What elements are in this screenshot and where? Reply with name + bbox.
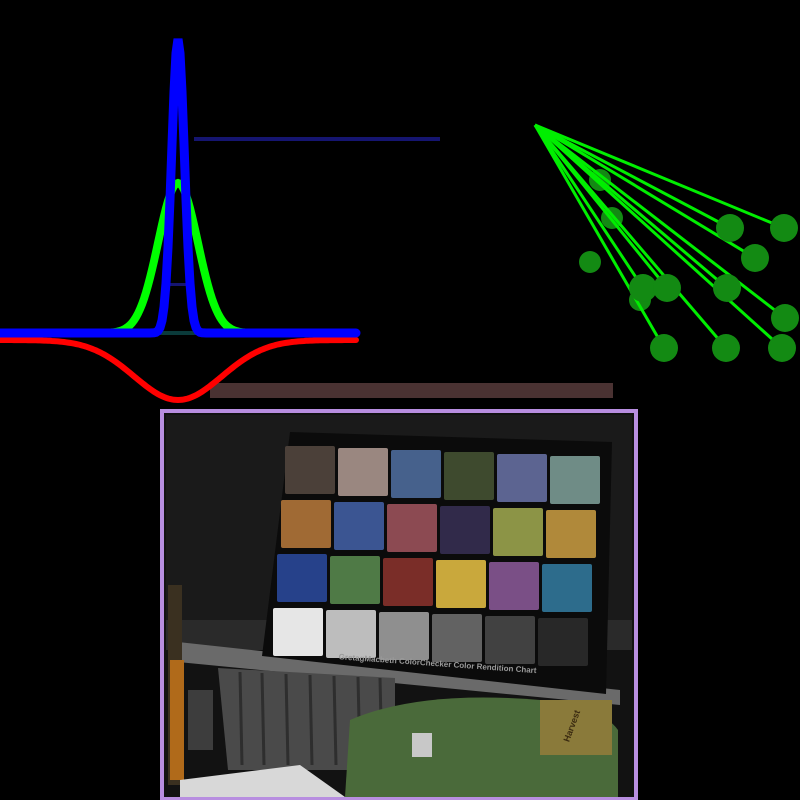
checker-patch <box>338 448 388 496</box>
brown-bar <box>210 383 613 398</box>
checker-patch <box>277 554 327 602</box>
fan-blob <box>579 251 601 273</box>
fan-dot <box>741 244 769 272</box>
checker-patch <box>444 452 494 500</box>
checker-patch <box>281 500 331 548</box>
checker-patch <box>485 616 535 664</box>
fan-dot <box>653 274 681 302</box>
photo-frame <box>160 409 638 800</box>
fan-dot <box>716 214 744 242</box>
checker-patch <box>330 556 380 604</box>
checker-patch <box>285 446 335 494</box>
fan-line <box>534 123 756 260</box>
fan-line <box>534 123 731 230</box>
fan-line <box>533 124 728 349</box>
bag-label <box>540 700 612 755</box>
checker-patch <box>383 558 433 606</box>
checker-patch <box>391 450 441 498</box>
checker-patch <box>489 562 539 610</box>
checker-patch <box>326 610 376 658</box>
fan-line <box>534 123 786 320</box>
checker-patch <box>550 456 600 504</box>
small-jar <box>188 690 213 750</box>
checker-patch <box>334 502 384 550</box>
checker-patch <box>273 608 323 656</box>
fan-line <box>533 124 666 349</box>
color-checker-card: GretagMacbeth ColorChecker Color Renditi… <box>262 432 612 694</box>
curves <box>0 38 361 404</box>
blue-small-mark <box>168 283 192 286</box>
checker-patch-grid <box>273 446 600 666</box>
fan-dot <box>713 274 741 302</box>
checker-patch <box>546 510 596 558</box>
fan-diagram <box>533 123 799 362</box>
fan-dot <box>629 274 657 302</box>
checker-patch <box>440 506 490 554</box>
checker-patch <box>436 560 486 608</box>
fan-line <box>534 123 785 230</box>
checker-patch <box>538 618 588 666</box>
fan-line <box>533 124 645 289</box>
paper-sheet <box>180 765 345 797</box>
left-orange-box <box>170 660 184 780</box>
fan-dot <box>650 334 678 362</box>
fan-dot <box>771 304 799 332</box>
checker-patch <box>542 564 592 612</box>
fan-dot <box>768 334 796 362</box>
trough-curve <box>0 337 359 404</box>
checker-patch <box>387 504 437 552</box>
fan-dot <box>770 214 798 242</box>
checker-patch <box>379 612 429 660</box>
blue-bar <box>194 137 440 141</box>
photo-panel: Harvest GretagMacbeth ColorChecker Color… <box>160 409 638 800</box>
fan-line <box>533 123 784 350</box>
fan-dot <box>712 334 740 362</box>
checker-patch <box>432 614 482 662</box>
checker-patch <box>497 454 547 502</box>
tall-peak-curve <box>0 38 361 338</box>
bag-barcode <box>412 733 432 757</box>
checker-patch <box>493 508 543 556</box>
